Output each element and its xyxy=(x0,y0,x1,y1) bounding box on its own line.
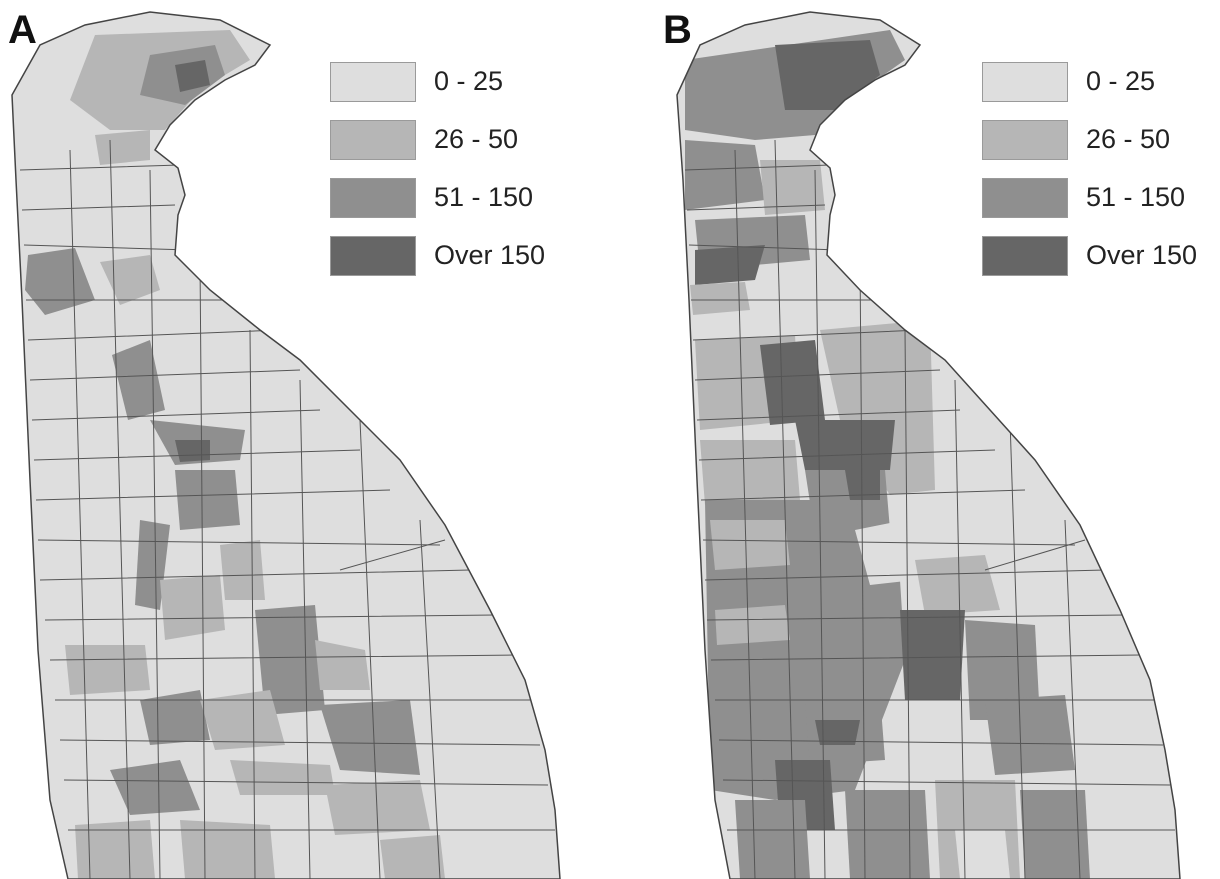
legend-item: 26 - 50 xyxy=(330,112,545,167)
legend-label: Over 150 xyxy=(434,240,546,270)
map-a-region xyxy=(320,700,420,775)
legend-swatch xyxy=(982,61,1068,102)
map-a-region xyxy=(175,440,210,462)
map-b-region xyxy=(710,520,790,570)
map-b-region xyxy=(695,245,765,285)
legend-item: 51 - 150 xyxy=(330,170,545,225)
map-b-outline xyxy=(676,11,1181,879)
legend-item: 51 - 150 xyxy=(982,170,1197,225)
map-b-region xyxy=(735,800,810,879)
map-b-boundaries xyxy=(684,139,1175,879)
map-a-region xyxy=(325,780,430,835)
legend-swatch xyxy=(982,119,1068,160)
legend-label: Over 150 xyxy=(1086,240,1198,270)
map-a-region xyxy=(110,760,200,815)
map-b-region xyxy=(955,830,1010,879)
map-b-region xyxy=(760,340,825,425)
choropleth-map-a xyxy=(11,11,561,879)
legend-label: 0 - 25 xyxy=(434,66,504,96)
legend-label: 51 - 150 xyxy=(1086,182,1186,212)
map-b-region xyxy=(700,440,800,505)
panel-label-a: A xyxy=(8,8,37,52)
map-b-region xyxy=(985,695,1075,775)
map-b-region xyxy=(845,790,930,879)
legend-item: 0 - 25 xyxy=(982,54,1197,109)
map-a-region xyxy=(100,255,160,305)
legend-item: Over 150 xyxy=(982,228,1197,283)
choropleth-map-b xyxy=(676,11,1181,879)
panel-label-b: B xyxy=(663,8,692,52)
map-a-boundaries xyxy=(19,139,555,879)
map-b-region xyxy=(845,470,880,500)
map-b-region xyxy=(775,40,880,110)
legend-swatch xyxy=(982,177,1068,218)
legend-swatch xyxy=(330,235,416,276)
map-panel-a: A xyxy=(8,8,561,879)
map-b-region xyxy=(795,420,895,470)
map-b-region xyxy=(895,725,960,770)
legend-label: 51 - 150 xyxy=(434,182,534,212)
legend-swatch xyxy=(982,235,1068,276)
map-a-region xyxy=(200,690,285,750)
map-a-region xyxy=(140,690,210,745)
map-b-region xyxy=(715,605,790,645)
legend-label: 26 - 50 xyxy=(434,124,519,154)
map-a-region xyxy=(25,248,95,315)
map-a-region xyxy=(95,130,150,165)
legend-swatch xyxy=(330,119,416,160)
map-panel-b: B xyxy=(655,0,1220,879)
legend-swatch xyxy=(330,61,416,102)
map-a-region xyxy=(220,540,265,600)
legend-swatch xyxy=(330,177,416,218)
map-a-region xyxy=(175,470,240,530)
map-a-region xyxy=(75,820,155,879)
legend-item: 26 - 50 xyxy=(982,112,1197,167)
map-a-region xyxy=(180,820,275,879)
map-a-region xyxy=(230,760,335,795)
legend-b: 0 - 25 26 - 50 51 - 150 Over 150 xyxy=(982,54,1197,286)
map-a-region xyxy=(315,640,370,690)
map-a-outline xyxy=(11,11,561,879)
map-a-region xyxy=(160,575,225,640)
legend-label: 26 - 50 xyxy=(1086,124,1171,154)
legend-a: 0 - 25 26 - 50 51 - 150 Over 150 xyxy=(330,54,545,286)
map-b-region xyxy=(965,620,1040,720)
map-b-region xyxy=(685,140,765,210)
map-b-region xyxy=(1020,790,1090,879)
map-b-region xyxy=(855,520,915,585)
map-b-region xyxy=(690,282,750,315)
legend-label: 0 - 25 xyxy=(1086,66,1156,96)
map-b-region xyxy=(915,555,1000,615)
map-a-region xyxy=(255,605,325,715)
map-b-region xyxy=(815,720,860,745)
legend-item: 0 - 25 xyxy=(330,54,545,109)
map-a-region xyxy=(175,60,210,92)
map-a-region xyxy=(112,340,165,420)
legend-item: Over 150 xyxy=(330,228,545,283)
map-a-region xyxy=(65,645,150,695)
map-a-region xyxy=(380,835,445,879)
map-b-region xyxy=(900,610,965,700)
